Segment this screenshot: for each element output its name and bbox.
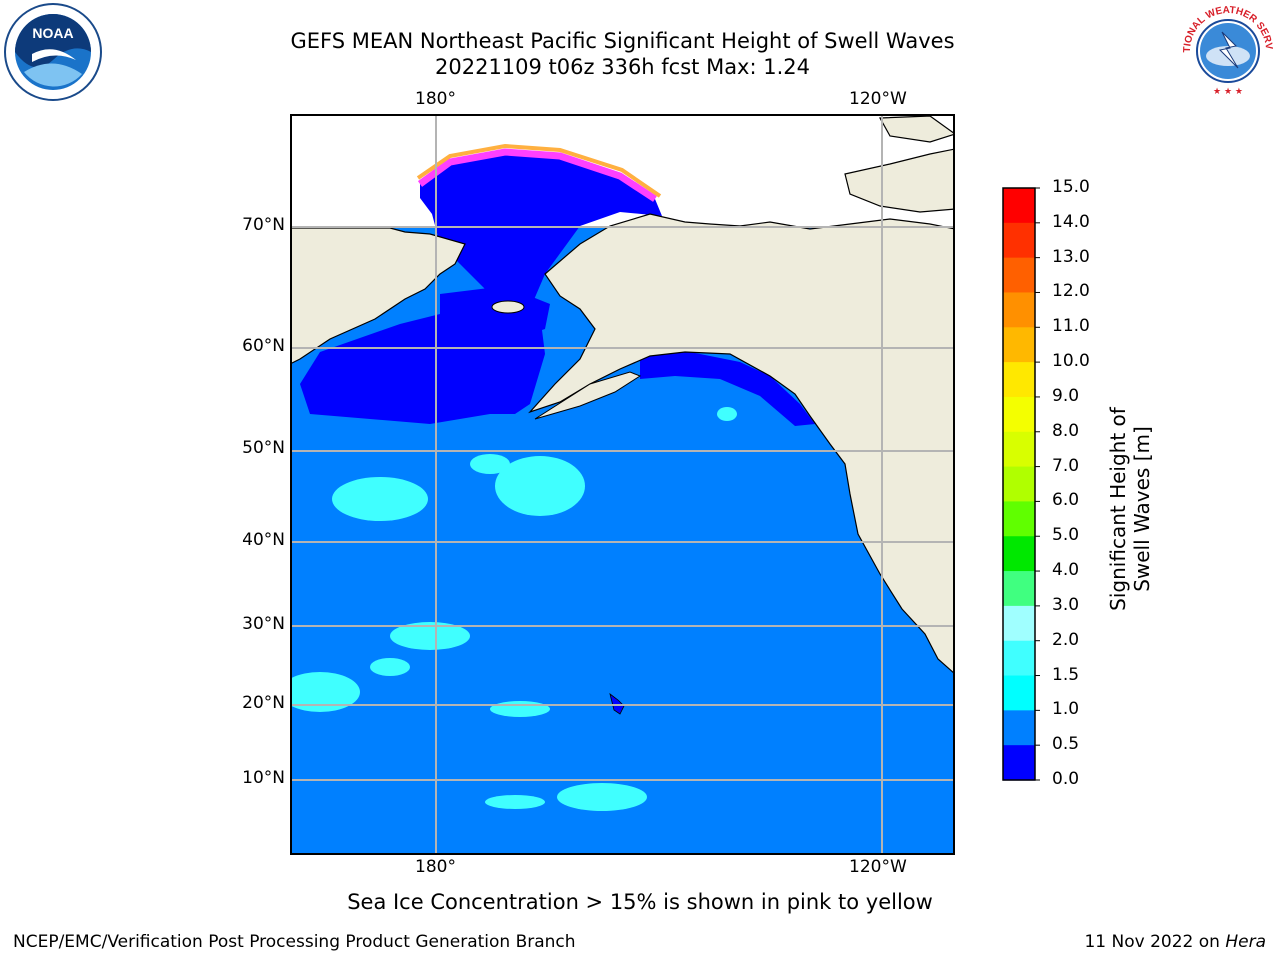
map-frame: [290, 114, 955, 855]
colorbar-tick-label: 10.0: [1052, 351, 1090, 372]
swell-patch-4: [390, 622, 470, 650]
date-text: 11 Nov 2022 on: [1084, 932, 1226, 952]
swell-patch-6: [490, 701, 550, 717]
colorbar-swatch-12: [1003, 605, 1035, 642]
swell-patch-2: [495, 456, 585, 516]
colorbar-swatch-1: [1003, 222, 1035, 259]
colorbar-swatch-8: [1003, 466, 1035, 503]
colorbar-tick-label: 5.0: [1052, 525, 1080, 546]
colorbar-tick-label: 14.0: [1052, 211, 1090, 232]
colorbar-tick-label: 0.0: [1052, 769, 1080, 789]
colorbar-tick-label: 8.0: [1052, 420, 1080, 441]
colorbar-tick-label: 13.0: [1052, 246, 1090, 267]
sea-ice-edge: [417, 148, 657, 202]
colorbar-tick-label: 11.0: [1052, 316, 1090, 337]
colorbar-tick-label: 3.0: [1052, 594, 1080, 615]
swell-patch-10: [370, 658, 410, 676]
colorbar-swatch-10: [1003, 536, 1035, 572]
colorbar-swatch-6: [1003, 396, 1035, 433]
lat-label-50n: 50°N: [242, 438, 285, 458]
colorbar-swatch-15: [1003, 710, 1035, 746]
lat-label-60n: 60°N: [242, 336, 285, 356]
map-panel: [290, 114, 955, 855]
colorbar-swatch-7: [1003, 431, 1035, 468]
chukchi-sea-low-swell: [420, 152, 662, 309]
lon-label-120w-bottom: 120°W: [849, 857, 907, 877]
colorbar-swatch-13: [1003, 640, 1035, 677]
colorbar-swatch-2: [1003, 257, 1035, 294]
colorbar-swatch-0: [1003, 188, 1035, 224]
st-lawrence-island: [491, 300, 525, 314]
colorbar-tick-label: 7.0: [1052, 455, 1080, 476]
credit-text: NCEP/EMC/Verification Post Processing Pr…: [13, 932, 576, 952]
gulf-of-alaska-low-swell: [640, 352, 815, 426]
colorbar-tick-label: 4.0: [1052, 560, 1080, 581]
title-line-1: GEFS MEAN Northeast Pacific Significant …: [290, 29, 955, 53]
land-arctic-island-north: [879, 115, 954, 143]
swell-patch-8: [485, 795, 545, 809]
colorbar-swatch-14: [1003, 675, 1035, 711]
colorbar-swatch-3: [1003, 292, 1035, 328]
lat-label-10n: 10°N: [242, 768, 285, 788]
colorbar-title: Significant Height of Swell Waves [m]: [1106, 407, 1154, 611]
land-arctic-islands: [844, 148, 954, 213]
colorbar-swatch-16: [1003, 745, 1035, 781]
colorbar-tick-label: 1.0: [1052, 699, 1080, 720]
sea-ice-edge-outer: [416, 143, 662, 198]
colorbar-tick-label: 6.0: [1052, 490, 1080, 511]
swell-patch-1: [332, 477, 428, 521]
colorbar-frame: [1002, 187, 1036, 781]
colorbar-swatch-11: [1003, 571, 1035, 607]
lat-label-30n: 30°N: [242, 614, 285, 634]
swell-patch-9: [717, 407, 737, 421]
chart-title: GEFS MEAN Northeast Pacific Significant …: [0, 28, 1245, 80]
date-stamp: 11 Nov 2022 on Hera: [1084, 932, 1266, 952]
swell-patch-5: [291, 672, 360, 712]
colorbar-tick-label: 2.0: [1052, 629, 1080, 650]
lon-label-120w-top: 120°W: [849, 89, 907, 109]
swell-patch-3: [470, 454, 510, 474]
colorbar-tick-label: 9.0: [1052, 385, 1080, 406]
colorbar-tick-label: 15.0: [1052, 177, 1090, 197]
colorbar-swatch-4: [1003, 327, 1035, 363]
colorbar-tick-label: 1.5: [1052, 664, 1080, 685]
lon-label-180-bottom: 180°: [415, 857, 456, 877]
colorbar: [1002, 187, 1040, 781]
colorbar-swatch-5: [1003, 362, 1035, 398]
swell-patch-7: [557, 783, 647, 811]
title-line-2: 20221109 t06z 336h fcst Max: 1.24: [435, 55, 810, 79]
bering-inner-low-swell: [440, 286, 550, 339]
land-alaska-canada: [528, 213, 954, 674]
colorbar-swatch-9: [1003, 501, 1035, 537]
svg-text:★ ★ ★: ★ ★ ★: [1213, 87, 1243, 97]
sea-ice-caption: Sea Ice Concentration > 15% is shown in …: [347, 890, 933, 914]
svg-text:NOAA: NOAA: [32, 25, 73, 41]
lat-label-20n: 20°N: [242, 693, 285, 713]
host-name: Hera: [1225, 932, 1266, 952]
lon-label-180-top: 180°: [415, 89, 456, 109]
land-siberia: [291, 227, 466, 365]
colorbar-tick-label: 0.5: [1052, 734, 1080, 755]
lat-label-40n: 40°N: [242, 530, 285, 550]
nws-logo: NATIONAL WEATHER SERVICE ★ ★ ★: [1178, 2, 1275, 98]
colorbar-tick-label: 12.0: [1052, 281, 1090, 302]
lat-label-70n: 70°N: [242, 215, 285, 235]
noaa-logo: NOAA: [4, 3, 102, 101]
alaska-peninsula: [534, 371, 642, 420]
